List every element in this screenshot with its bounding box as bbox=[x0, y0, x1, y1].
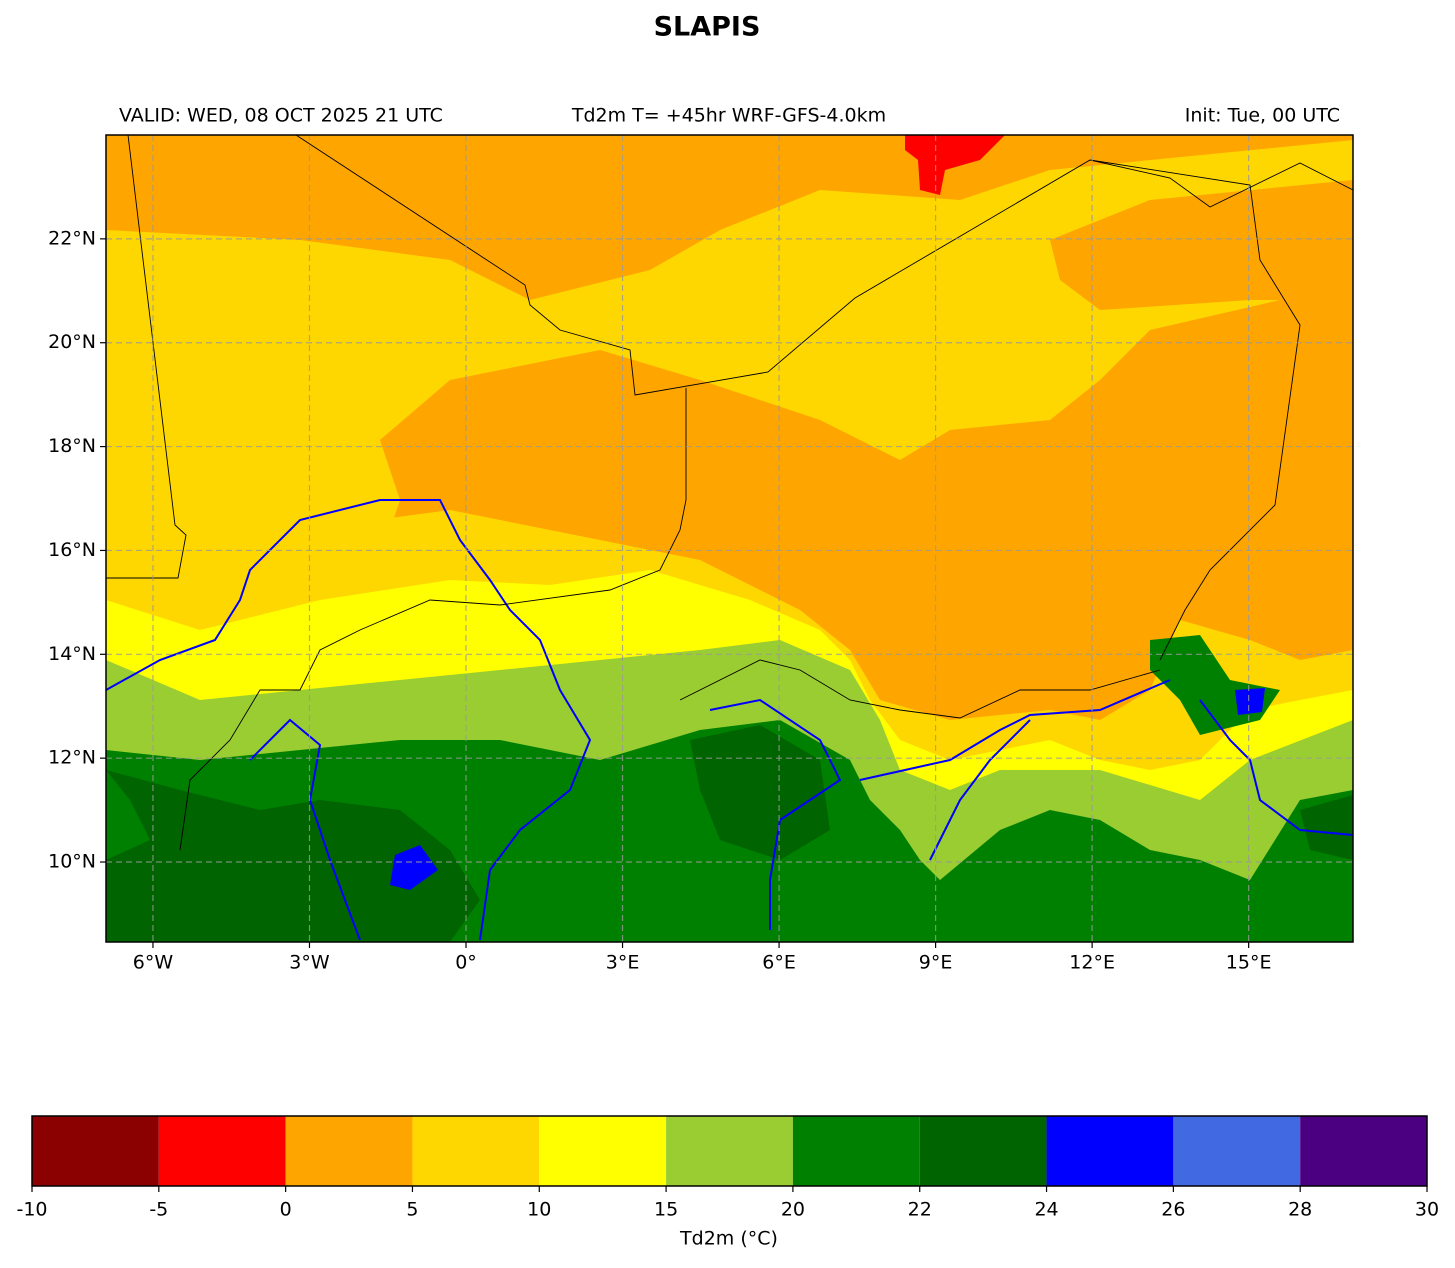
title: SLAPIS bbox=[654, 12, 761, 43]
river bbox=[929, 719, 1031, 861]
x-tick-label: 6°E bbox=[762, 952, 796, 974]
border bbox=[179, 388, 687, 851]
field-area bbox=[905, 135, 1005, 195]
colorbar-tick-label: -10 bbox=[16, 1199, 47, 1221]
colorbar-label: Td2m (°C) bbox=[679, 1228, 778, 1250]
colorbar-tick-label: -5 bbox=[149, 1199, 168, 1221]
x-tick-label: 9°E bbox=[919, 952, 953, 974]
x-tick-label: 15°E bbox=[1226, 952, 1272, 974]
border bbox=[106, 135, 187, 579]
river bbox=[106, 499, 592, 941]
field-area bbox=[390, 845, 438, 890]
y-tick-label: 20°N bbox=[48, 331, 96, 353]
colorbar-tick-label: 26 bbox=[1161, 1199, 1185, 1221]
colorbar-tick-label: 24 bbox=[1034, 1199, 1058, 1221]
dewpoint-field bbox=[106, 135, 1353, 942]
colorbar-tick-label: 15 bbox=[654, 1199, 678, 1221]
init-time: Init: Tue, 00 UTC bbox=[1185, 105, 1340, 127]
y-tick-label: 14°N bbox=[48, 643, 96, 665]
colorbar-tick-label: 22 bbox=[908, 1199, 932, 1221]
river bbox=[1199, 699, 1353, 836]
field-info: Td2m T= +45hr WRF-GFS-4.0km bbox=[571, 105, 886, 127]
border bbox=[295, 135, 1353, 396]
x-tick-label: 6°W bbox=[133, 952, 174, 974]
x-tick-label: 0° bbox=[455, 952, 477, 974]
border bbox=[679, 659, 1161, 719]
x-tick-label: 3°E bbox=[606, 952, 640, 974]
colorbar-segment bbox=[412, 1116, 540, 1186]
colorbar-frame bbox=[31, 1115, 1428, 1187]
river bbox=[249, 718, 361, 941]
x-tick-label: 12°E bbox=[1069, 952, 1115, 974]
y-tick-label: 22°N bbox=[48, 227, 96, 249]
y-tick-label: 18°N bbox=[48, 435, 96, 457]
colorbar-segment bbox=[539, 1116, 667, 1186]
colorbar-tick-label: 10 bbox=[527, 1199, 551, 1221]
x-tick-label: 3°W bbox=[289, 952, 330, 974]
field-area bbox=[1235, 688, 1265, 715]
colorbar-tick-label: 0 bbox=[280, 1199, 292, 1221]
colorbar-tick-label: 28 bbox=[1288, 1199, 1312, 1221]
colorbar-segment bbox=[1046, 1116, 1174, 1186]
colorbar-segment bbox=[1173, 1116, 1301, 1186]
river bbox=[709, 698, 842, 930]
field-area bbox=[106, 770, 480, 942]
river bbox=[859, 679, 1171, 781]
colorbar-tick-label: 30 bbox=[1415, 1199, 1439, 1221]
colorbar-segment bbox=[919, 1116, 1047, 1186]
colorbar-segment bbox=[285, 1116, 413, 1186]
colorbar-segment bbox=[792, 1116, 920, 1186]
field-area bbox=[1050, 180, 1353, 310]
field-area bbox=[690, 725, 830, 860]
field-area bbox=[1300, 795, 1353, 860]
y-tick-label: 12°N bbox=[48, 747, 96, 769]
colorbar-segment bbox=[666, 1116, 793, 1186]
colorbar: -10 -5 0 5 10 15 20 22 24 26 28 30 bbox=[16, 1115, 1439, 1221]
y-tick-label: 10°N bbox=[48, 851, 96, 873]
map-axes: 6°W 3°W 0° 3°E 6°E 9°E 12°E 15°E 10°N 12°N 14°N 16°… bbox=[48, 135, 1353, 974]
colorbar-segment bbox=[32, 1116, 159, 1186]
valid-time: VALID: WED, 08 OCT 2025 21 UTC bbox=[119, 105, 443, 127]
colorbar-segment bbox=[1300, 1116, 1427, 1186]
colorbar-segment bbox=[158, 1116, 286, 1186]
colorbar-tick-label: 5 bbox=[406, 1199, 418, 1221]
map-frame bbox=[105, 134, 1354, 943]
colorbar-tick-label: 20 bbox=[781, 1199, 805, 1221]
field-area bbox=[106, 140, 1353, 600]
border bbox=[1089, 159, 1301, 661]
y-tick-label: 16°N bbox=[48, 539, 96, 561]
